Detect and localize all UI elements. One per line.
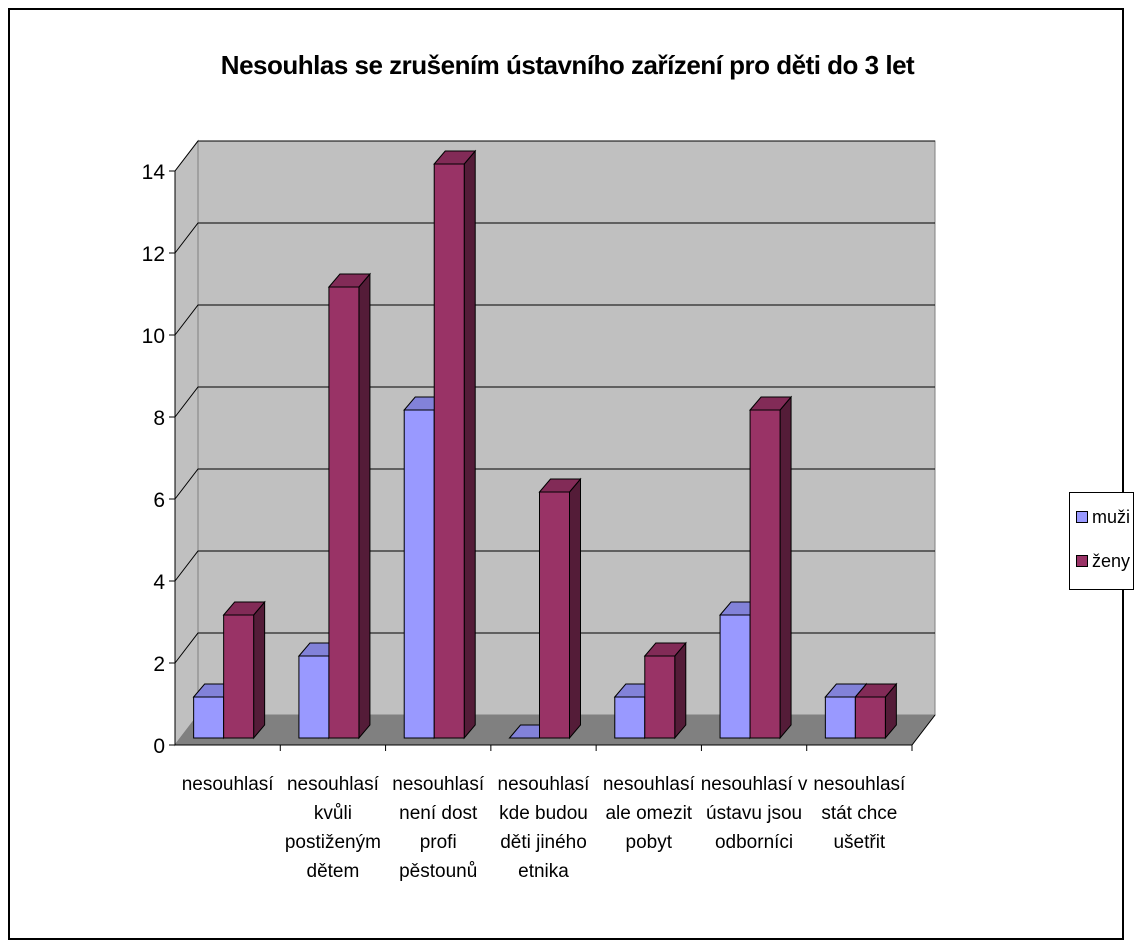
gridline-2 <box>174 632 935 664</box>
legend-label-muzi: muži <box>1092 506 1131 527</box>
x-category-label-0-0: nesouhlasí <box>182 774 275 795</box>
legend: muži ženy <box>1069 492 1134 590</box>
gridlines <box>174 140 935 664</box>
bar-front-zeny-0 <box>223 614 255 739</box>
y-tick-label-0: 0 <box>153 735 165 758</box>
bar-side-zeny-4 <box>674 641 687 740</box>
x-category-label-4-1: ale omezit <box>605 803 692 824</box>
y-tick-label-14: 14 <box>142 161 166 184</box>
x-category-label-3-0: nesouhlasí <box>498 774 591 795</box>
x-category-labels: nesouhlasí nesouhlasí kvůli postiženým dětem… <box>182 774 906 882</box>
bar-zeny-3 <box>538 477 582 740</box>
x-category-label-4-0: nesouhlasí <box>603 774 696 795</box>
bar-zeny-0 <box>222 600 266 740</box>
gridline-8 <box>174 386 935 418</box>
legend-item-zeny: ženy <box>1076 549 1130 573</box>
gridline-10 <box>174 304 935 336</box>
bar-side-zeny-1 <box>358 272 371 740</box>
x-category-label-2-0: nesouhlasí <box>392 774 485 795</box>
gridline-14 <box>174 140 935 172</box>
y-tick-label-4: 4 <box>153 571 165 594</box>
x-category-label-2-1: není dost <box>399 803 478 824</box>
y-tick-label-8: 8 <box>153 407 165 430</box>
bar-side-zeny-0 <box>253 600 266 740</box>
bar-front-zeny-3 <box>539 491 570 739</box>
bar-zeny-2 <box>433 149 477 740</box>
x-category-label-1-0: nesouhlasí <box>287 774 380 795</box>
y-tick-label-10: 10 <box>142 325 165 348</box>
x-category-label-1-2: postiženým <box>285 832 381 853</box>
bar-front-muzi-0 <box>193 696 225 739</box>
x-category-label-3-3: etnika <box>518 861 569 882</box>
x-category-label-5-0: nesouhlasí v <box>701 774 808 795</box>
bar-zeny-4 <box>643 641 687 740</box>
bar-front-muzi-5 <box>719 614 751 739</box>
y-tick-label-2: 2 <box>153 653 165 676</box>
bar-front-muzi-1 <box>298 655 330 739</box>
y-tick-label-12: 12 <box>142 243 165 266</box>
x-category-label-3-1: kde budou <box>499 803 588 824</box>
bar-front-zeny-6 <box>854 696 886 739</box>
x-category-label-6-1: stát chce <box>821 803 897 824</box>
x-category-label-3-2: děti jiného <box>500 832 587 853</box>
floor-edge <box>911 714 936 746</box>
bar-zeny-5 <box>748 395 793 740</box>
bar-zeny-1 <box>327 272 372 740</box>
bar-front-zeny-2 <box>433 163 465 739</box>
gridline-12 <box>174 222 935 254</box>
bar-front-zeny-5 <box>749 409 781 739</box>
bars <box>192 149 898 740</box>
x-category-label-4-2: pobyt <box>626 832 673 853</box>
y-tick-labels: 0 2 4 6 8 10 12 14 <box>142 161 166 758</box>
legend-item-muzi: muži <box>1076 505 1130 529</box>
y-tick-label-6: 6 <box>153 489 165 512</box>
x-category-label-5-1: ústavu jsou <box>706 803 802 824</box>
bar-front-muzi-4 <box>614 696 646 739</box>
bar-zeny-6 <box>854 682 898 740</box>
bar-front-muzi-6 <box>824 696 856 739</box>
bar-side-zeny-5 <box>779 395 792 740</box>
axes <box>169 170 936 751</box>
legend-swatch-zeny <box>1076 555 1088 567</box>
legend-label-zeny: ženy <box>1092 550 1131 571</box>
bar-side-zeny-2 <box>463 149 476 740</box>
x-category-label-2-2: profi <box>420 832 457 853</box>
bar-side-zeny-3 <box>569 477 581 740</box>
legend-swatch-muzi <box>1076 511 1088 523</box>
x-category-label-2-3: pěstounů <box>399 861 477 882</box>
x-category-label-5-2: odborníci <box>715 832 793 853</box>
bar-front-zeny-4 <box>644 655 676 739</box>
gridline-4 <box>174 550 935 582</box>
bar-front-muzi-2 <box>403 409 435 739</box>
x-category-label-6-2: ušetřit <box>833 832 885 853</box>
x-category-label-1-3: dětem <box>307 861 360 882</box>
bar-front-zeny-1 <box>328 286 360 739</box>
x-category-label-6-0: nesouhlasí <box>813 774 906 795</box>
chart-title: Nesouhlas se zrušením ústavního zařízení… <box>220 50 915 80</box>
x-category-label-1-1: kvůli <box>314 803 352 824</box>
side-wall <box>174 139 199 747</box>
gridline-6 <box>174 468 935 500</box>
